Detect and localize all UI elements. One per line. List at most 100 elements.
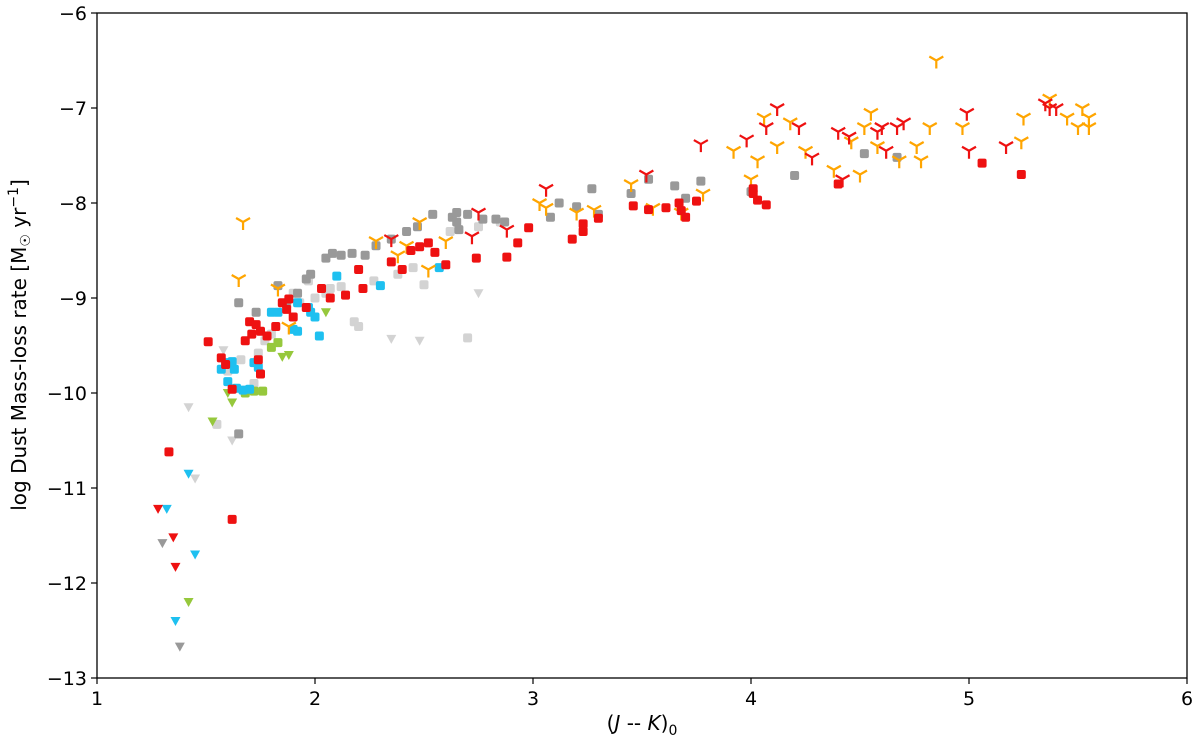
data-point-square-red: [253, 355, 263, 365]
data-point-square-red: [262, 331, 272, 341]
data-point-triangle-blue: [190, 550, 201, 560]
data-point-tri-red: [538, 183, 554, 197]
y-tick-label: −13: [47, 668, 87, 690]
y-tick-label: −7: [59, 98, 87, 120]
data-point-square-gray: [587, 184, 597, 194]
data-point-square-gray: [478, 214, 488, 224]
data-point-tri-orange: [856, 122, 872, 135]
data-point-tri-orange: [909, 141, 925, 154]
data-point-square-red: [567, 234, 577, 244]
data-point-square-red: [681, 212, 691, 222]
data-point-square-red: [288, 312, 298, 322]
data-point-triangle-lightgray: [190, 474, 201, 484]
data-point-square-red: [227, 384, 237, 394]
data-point-square-gray: [402, 227, 412, 236]
data-point-triangle-lightgray: [473, 289, 484, 299]
data-point-tri-orange: [1015, 112, 1032, 126]
data-point-triangle-green: [320, 308, 331, 318]
data-point-square-gray: [554, 198, 564, 208]
data-point-tri-orange: [826, 164, 842, 178]
data-point-triangle-gray: [157, 539, 168, 549]
data-point-square-red: [761, 200, 771, 210]
data-point-square-blue: [332, 271, 342, 281]
data-point-square-gray: [327, 248, 337, 258]
data-point-tri-orange: [235, 217, 251, 230]
data-point-square-blue: [310, 312, 320, 322]
data-point-square-gray: [234, 429, 244, 439]
data-point-tri-red: [874, 122, 890, 135]
data-point-triangle-red: [170, 562, 181, 572]
data-point-tri-red: [638, 169, 654, 183]
x-axis-ticks: 1 2 3 4 5 6: [91, 678, 1193, 710]
data-point-square-gray: [463, 209, 473, 219]
data-point-triangle-green: [183, 598, 194, 607]
data-point-tri-orange: [863, 107, 879, 121]
data-point-square-lightgray: [354, 322, 364, 331]
data-point-tri-orange: [231, 274, 247, 287]
data-point-tri-orange: [913, 155, 929, 169]
data-point-tri-orange: [1081, 112, 1097, 126]
data-point-tri-red: [1048, 103, 1064, 116]
data-point-tri-orange: [782, 117, 798, 131]
data-point-tri-orange: [922, 122, 938, 135]
data-point-tri-orange: [749, 155, 766, 169]
data-point-tri-orange: [368, 236, 384, 249]
data-point-square-gray: [572, 202, 582, 212]
data-point-square-lightgray: [310, 293, 320, 303]
data-point-square-gray: [306, 269, 316, 279]
data-point-square-gray: [336, 250, 346, 260]
data-point-square-red: [164, 447, 174, 457]
data-point-square-gray: [234, 298, 244, 308]
data-point-square-red: [524, 223, 534, 233]
data-point-square-red: [203, 337, 213, 347]
data-point-square-blue: [273, 307, 283, 317]
data-point-square-red: [692, 196, 701, 206]
data-point-triangle-red: [168, 533, 179, 543]
data-point-square-gray: [545, 212, 555, 222]
data-point-tri-orange: [1059, 112, 1075, 126]
y-tick-label: −11: [47, 478, 87, 500]
data-point-square-lightgray: [419, 280, 429, 290]
data-point-triangle-green: [283, 351, 294, 360]
data-point-square-red: [415, 242, 425, 252]
data-point-square-gray: [859, 149, 869, 159]
data-point-square-red: [386, 257, 396, 267]
data-point-tri-orange: [695, 188, 711, 202]
data-point-tri-orange: [954, 122, 971, 135]
x-axis-label: (J -- K)0: [607, 711, 678, 739]
data-point-tri-red: [998, 141, 1014, 154]
data-point-square-red: [301, 303, 311, 312]
data-point-square-gray: [428, 209, 438, 219]
data-point-tri-orange: [270, 283, 286, 297]
data-point-square-red: [325, 293, 335, 303]
y-tick-label: −10: [47, 383, 87, 405]
data-point-square-lightgray: [325, 284, 335, 293]
data-point-square-red: [833, 179, 843, 189]
data-point-triangle-lightgray: [227, 436, 238, 446]
plot-area: [97, 13, 1187, 678]
data-point-square-red: [1016, 170, 1026, 179]
data-point-square-gray: [293, 288, 303, 298]
data-point-triangle-gray: [174, 642, 185, 652]
data-point-tri-orange: [852, 169, 868, 183]
data-point-tri-orange: [569, 207, 585, 221]
data-points: [153, 55, 1097, 652]
data-point-tri-orange: [390, 250, 406, 264]
data-point-square-red: [271, 322, 281, 331]
data-point-square-lightgray: [408, 263, 418, 273]
y-axis-label: log Dust Mass-loss rate [M☉ yr−1]: [6, 179, 34, 511]
data-point-square-lightgray: [474, 222, 483, 232]
data-point-square-red: [282, 304, 292, 314]
x-tick-label: 1: [91, 688, 103, 710]
data-point-square-blue: [293, 326, 303, 336]
data-point-square-gray: [790, 170, 800, 180]
data-point-triangle-red: [153, 504, 164, 514]
data-point-square-red: [341, 290, 351, 300]
data-point-tri-red: [791, 122, 807, 135]
data-point-tri-red: [464, 231, 480, 245]
data-point-square-red: [578, 219, 588, 229]
data-point-square-red: [317, 284, 327, 293]
y-axis-ticks: −13 −12 −11 −10 −9 −8 −7 −6: [47, 3, 97, 690]
data-point-tri-red: [841, 131, 857, 145]
